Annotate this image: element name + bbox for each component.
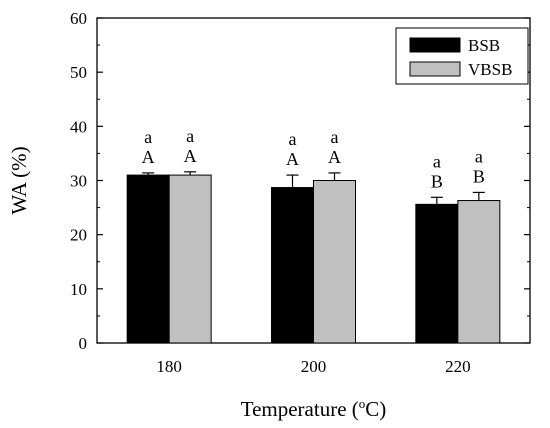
bar-vbsb (313, 180, 356, 344)
significance-label-lower-case: a (433, 151, 441, 171)
y-axis-label: WA (%) (7, 146, 31, 214)
y-tick-label: 60 (70, 9, 87, 28)
bar-bsb (271, 187, 314, 344)
x-tick-label: 220 (445, 357, 471, 376)
x-axis-label-unit: C) (365, 397, 386, 421)
legend-label-bsb: BSB (468, 36, 500, 55)
legend: BSB VBSB (395, 27, 529, 85)
significance-label-upper-case: A (184, 146, 197, 166)
y-tick-label: 50 (70, 63, 87, 82)
significance-label-lower-case: a (186, 126, 194, 146)
significance-label-lower-case: a (289, 129, 297, 149)
x-axis-label: Temperature (oC) (241, 396, 387, 421)
significance-label-lower-case: a (475, 146, 483, 166)
bar-vbsb (457, 200, 501, 344)
x-tick-label: 200 (301, 357, 327, 376)
y-tick-label: 0 (79, 334, 88, 353)
bar-bsb (126, 174, 170, 344)
significance-label-upper-case: B (473, 166, 485, 186)
x-tick-label: 180 (156, 357, 182, 376)
x-axis-label-main: Temperature ( (241, 397, 359, 421)
legend-swatch-vbsb (409, 61, 461, 77)
plot-area: 0 10 20 30 40 50 60 WA (%) Temperature (oC) 180 Aa… (7, 9, 531, 421)
bar-vbsb (168, 174, 212, 344)
bar-bsb (415, 203, 459, 344)
y-tick-label: 10 (70, 280, 87, 299)
y-tick-label: 40 (70, 117, 87, 136)
legend-swatch-bsb (409, 37, 461, 53)
significance-label-upper-case: A (328, 147, 341, 167)
significance-label-upper-case: B (431, 171, 443, 191)
significance-label-upper-case: A (142, 147, 155, 167)
significance-label-lower-case: a (144, 127, 152, 147)
y-tick-label: 20 (70, 226, 87, 245)
significance-label-lower-case: a (331, 127, 339, 147)
significance-label-upper-case: A (286, 149, 299, 169)
y-tick-label: 30 (70, 172, 87, 191)
legend-label-vbsb: VBSB (468, 60, 512, 79)
x-axis-label-superscript: o (359, 396, 366, 411)
